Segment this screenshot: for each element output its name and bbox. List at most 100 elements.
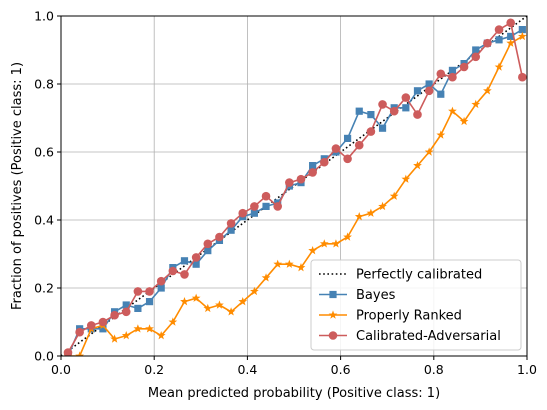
calibrated-adversarial-point	[308, 168, 317, 177]
legend-item-calibrated-adversarial: Calibrated-Adversarial	[319, 329, 501, 344]
bayes-point	[355, 107, 363, 115]
properly-ranked-point	[401, 174, 411, 183]
series-calibrated-adversarial	[63, 18, 527, 356]
calibrated-adversarial-point	[121, 307, 131, 317]
bayes-point	[402, 104, 410, 112]
legend-marker	[329, 290, 337, 299]
properly-ranked-line	[67, 35, 523, 356]
properly-ranked-point	[413, 161, 422, 170]
legend-marker	[328, 310, 338, 319]
properly-ranked-point	[203, 303, 213, 313]
calibrated-adversarial-point	[424, 86, 434, 96]
x-tick-label: 1.0	[517, 362, 537, 377]
properly-ranked-point	[424, 147, 434, 156]
x-tick-label: 0.4	[237, 362, 257, 377]
calibrated-adversarial-point	[98, 317, 108, 327]
calibrated-adversarial-point	[319, 157, 329, 167]
properly-ranked-point	[180, 297, 189, 306]
properly-ranked-point	[366, 208, 376, 217]
calibrated-adversarial-point	[226, 219, 236, 228]
calibrated-adversarial-point	[273, 202, 282, 211]
y-tick-label: 0.8	[34, 77, 54, 92]
bayes-point	[122, 301, 130, 309]
axis-ticks: 0.0 0.2 0.4 0.6 0.8 1.0 0.0 0.2 0.4 0.6 0.8 1.0	[34, 9, 537, 378]
legend-box	[310, 259, 522, 351]
properly-ranked-point	[296, 263, 306, 272]
calibrated-adversarial-point	[471, 52, 481, 62]
plot-frame	[60, 15, 528, 357]
properly-ranked-point	[343, 232, 352, 241]
x-tick-label: 0.0	[51, 362, 71, 377]
calibrated-adversarial-point	[203, 239, 213, 249]
properly-ranked-point	[389, 191, 399, 200]
y-tick-label: 1.0	[34, 9, 54, 24]
calibrated-adversarial-point	[459, 62, 469, 72]
calibrated-adversarial-point	[448, 72, 457, 82]
calibrated-adversarial-point	[145, 287, 154, 296]
properly-ranked-point	[483, 86, 492, 95]
calibrated-adversarial-point	[518, 72, 527, 82]
calibrated-adversarial-point	[75, 327, 84, 337]
y-tick-label: 0.0	[34, 349, 54, 364]
properly-ranked-point	[494, 62, 504, 71]
x-tick-label: 0.6	[331, 362, 351, 377]
properly-ranked-point	[273, 259, 283, 268]
y-tick-label: 0.2	[34, 281, 54, 296]
bayes-point	[495, 36, 503, 44]
properly-ranked-point	[168, 317, 178, 326]
calibrated-adversarial-point	[250, 202, 259, 211]
bayes-point	[262, 202, 270, 210]
calibrated-adversarial-point	[168, 266, 178, 276]
properly-ranked-point	[506, 38, 516, 47]
properly-ranked-point	[331, 239, 341, 248]
legend-item-properly-ranked: Properly Ranked	[319, 309, 462, 324]
properly-ranked-point	[308, 246, 318, 255]
bayes-point	[192, 260, 200, 268]
calibrated-adversarial-point	[436, 69, 446, 79]
y-tick-label: 0.6	[34, 145, 54, 160]
legend-marker	[328, 331, 338, 340]
calibrated-adversarial-point	[86, 321, 96, 330]
legend-item-perfectly-calibrated: Perfectly calibrated	[319, 268, 482, 283]
bayes-point	[518, 26, 526, 34]
properly-ranked-point	[378, 201, 387, 211]
bayes-point	[134, 304, 142, 312]
bayes-point	[99, 325, 107, 333]
bayes-line	[67, 28, 523, 356]
calibrated-adversarial-point	[215, 232, 224, 242]
properly-ranked-point	[145, 324, 154, 333]
calibrated-adversarial-point	[401, 93, 411, 102]
bayes-point	[378, 124, 387, 132]
properly-ranked-point	[156, 331, 166, 340]
calibrated-adversarial-point	[378, 100, 387, 109]
y-tick-label: 0.4	[34, 213, 54, 228]
properly-ranked-point	[459, 116, 469, 126]
bayes-point	[472, 46, 480, 54]
legend-label: Bayes	[356, 288, 396, 303]
properly-ranked-point	[110, 334, 119, 343]
properly-ranked-point	[261, 273, 271, 282]
bayes-point	[437, 90, 445, 98]
legend-label: Properly Ranked	[356, 309, 462, 324]
bayes-point	[157, 284, 165, 292]
properly-ranked-point	[238, 297, 248, 306]
bayes-point	[343, 134, 352, 142]
calibrated-adversarial-point	[296, 174, 306, 184]
properly-ranked-point	[191, 293, 201, 302]
y-axis-title: Fraction of positives (Positive class: 1…	[10, 62, 25, 310]
calibrated-adversarial-point	[343, 154, 352, 164]
legend-label: Perfectly calibrated	[356, 268, 482, 283]
properly-ranked-point	[284, 259, 294, 268]
properly-ranked-point	[133, 324, 143, 333]
bayes-point	[367, 111, 375, 119]
calibrated-adversarial-point	[63, 348, 73, 356]
calibrated-adversarial-point	[156, 276, 166, 286]
calibrated-adversarial-point	[261, 191, 271, 201]
properly-ranked-point	[319, 239, 329, 248]
calibrated-adversarial-point	[389, 106, 399, 116]
bayes-point	[425, 80, 433, 88]
calibrated-adversarial-point	[494, 25, 504, 34]
properly-ranked-point	[226, 307, 236, 316]
properly-ranked-point	[436, 130, 446, 139]
